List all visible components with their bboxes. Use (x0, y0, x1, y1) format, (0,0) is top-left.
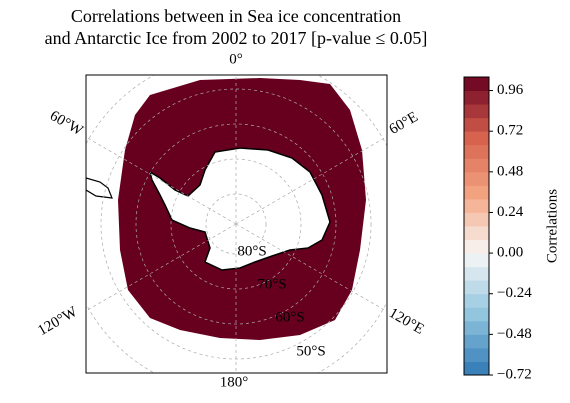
colorbar-tick-label: −0.48 (497, 326, 532, 342)
colorbar-tick-label: 0.72 (497, 123, 523, 139)
colorbar-band (464, 104, 489, 119)
colorbar-band (464, 131, 489, 146)
map-area (86, 75, 387, 373)
colorbar-band (464, 212, 489, 227)
graticule (86, 75, 387, 373)
lat-label: 70°S (257, 276, 286, 292)
colorbar: −0.72 −0.48 −0.24 0.00 0.24 0.48 0.72 0.96 (463, 76, 532, 382)
colorbar-band (464, 293, 489, 308)
map-frame (85, 74, 388, 374)
lon-label: 180° (220, 374, 249, 390)
colorbar-band (464, 334, 489, 349)
colorbar-label: Correlations (544, 189, 560, 263)
title-line: and Antarctic Ice from 2002 to 2017 [p-v… (45, 28, 428, 48)
colorbar-band (464, 320, 489, 335)
lon-label: 60°W (47, 108, 86, 140)
colorbar-band (464, 266, 489, 281)
colorbar-band (464, 90, 489, 105)
colorbar-band (464, 171, 489, 186)
colorbar-tick-label: 0.24 (497, 204, 524, 220)
colorbar-band (464, 198, 489, 213)
colorbar-band (464, 77, 489, 92)
colorbar-band (464, 158, 489, 173)
lon-label: 60°E (387, 109, 421, 138)
lat-label: 60°S (275, 309, 304, 325)
colorbar-frame (463, 76, 490, 376)
colorbar-tick-label: 0.96 (497, 82, 524, 98)
colorbar-tick-label: −0.24 (497, 285, 532, 301)
lat-label: 50°S (296, 343, 325, 359)
lat-label: 80°S (237, 243, 266, 259)
colorbar-band (464, 307, 489, 322)
colorbar-band (464, 117, 489, 132)
colorbar-band (464, 347, 489, 362)
colorbar-tick-label: 0.48 (497, 163, 523, 179)
antarctica (148, 147, 331, 271)
lon-label: 120°W (35, 303, 81, 339)
colorbar-band (464, 185, 489, 200)
colorbar-band (464, 361, 489, 376)
lon-label: 0° (229, 51, 243, 67)
colorbar-tick-label: −0.72 (497, 366, 532, 382)
colorbar-band (464, 226, 489, 241)
island (86, 177, 113, 199)
lon-label: 120°E (386, 305, 427, 338)
colorbar-tick-label: 0.00 (497, 245, 523, 261)
colorbar-band (464, 280, 489, 295)
colorbar-band (464, 144, 489, 159)
colorbar-band (464, 239, 489, 254)
title-line: Correlations between in Sea ice concentr… (71, 6, 401, 26)
colorbar-band (464, 253, 489, 268)
